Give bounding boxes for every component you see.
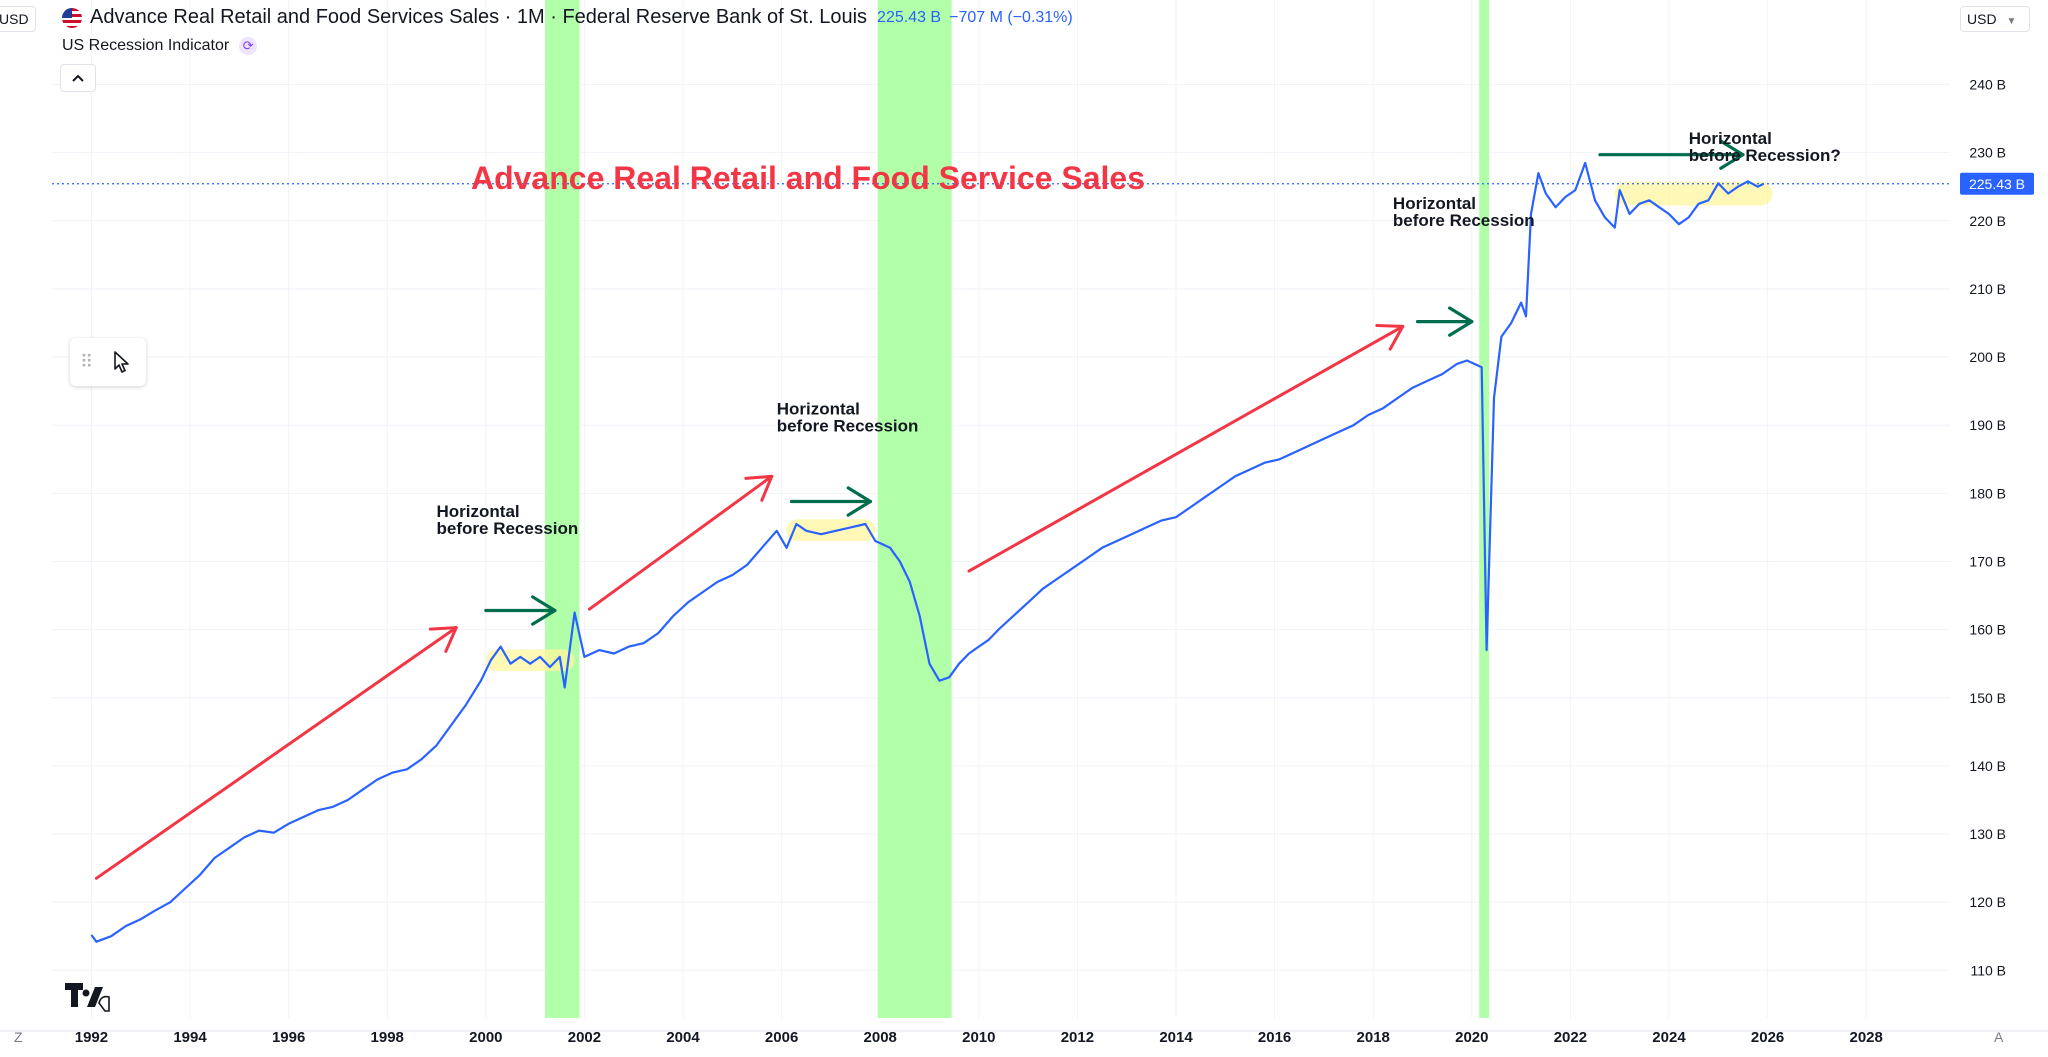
currency-button-right[interactable]: USD ▼ [1960,6,2030,32]
annotation-line: Horizontal [437,502,520,521]
x-tick-label: 1994 [173,1029,207,1046]
red-arrow-shaft [587,474,774,611]
highlight-zone [1614,181,1773,206]
x-tick-label: 2006 [765,1029,798,1046]
x-tick-label: 1996 [272,1029,305,1046]
x-tick-label: 2028 [1850,1029,1883,1046]
legend-main[interactable]: Advance Real Retail and Food Services Sa… [62,6,1073,29]
arrows [94,139,1745,880]
indicator-name: US Recession Indicator [62,37,230,54]
chevron-down-icon: ▼ [2006,16,2017,27]
green-arrow-head [846,486,872,517]
red-arrow [967,323,1405,573]
red-arrow [587,474,774,611]
x-tick-label: 2014 [1159,1029,1193,1046]
y-tick-label: 170 B [1969,553,2006,569]
y-tick-label: 220 B [1969,213,2006,229]
corner-label-right[interactable]: A [1994,1029,2004,1045]
y-axis: 110 B 120 B 130 B 140 B 150 B 160 B 170 B 180 B… [1969,77,2006,979]
currency-label: USD [0,11,29,27]
corner-label-left[interactable]: Z [14,1029,23,1045]
annotation-line: before Recession [1393,211,1535,230]
drag-handle-icon[interactable]: ⠿ [80,352,94,372]
x-tick-label: 2002 [568,1029,601,1046]
annotation-line: before Recession? [1689,146,1841,165]
green-arrow [789,486,872,517]
y-tick-label: 240 B [1969,77,2006,93]
last-value: 225.43 B [877,8,942,26]
chevron-up-icon [72,74,84,82]
x-tick-label: 2012 [1061,1029,1094,1046]
x-tick-label: 2016 [1258,1029,1291,1046]
y-tick-label: 130 B [1969,826,2006,842]
annotation-line: Horizontal [1689,129,1772,148]
refresh-icon[interactable]: ⟳ [239,37,258,55]
series-line [90,161,1765,943]
legend-indicator[interactable]: US Recession Indicator ⟳ [62,37,258,55]
collapse-legend-button[interactable] [60,64,96,92]
red-arrow-shaft [94,626,458,880]
highlight-zone [786,519,876,542]
y-tick-label: 120 B [1969,894,2006,910]
red-arrow-head [1375,323,1405,351]
green-arrow [484,595,557,626]
x-tick-label: 2004 [666,1029,700,1046]
red-arrow-head [744,474,774,502]
x-tick-label: 1992 [75,1029,108,1046]
green-arrow [1415,306,1474,337]
x-tick-label: 2026 [1751,1029,1784,1046]
current-price-tag: 225.43 B [1960,172,2034,195]
symbol-title: Advance Real Retail and Food Services Sa… [90,6,868,28]
annotation-line: Horizontal [1393,194,1476,213]
recession-band [877,0,952,1018]
grid [52,0,1950,1018]
cursor-icon[interactable] [111,350,133,374]
annotation-text: Horizontal before Recession [437,502,579,538]
us-flag-icon [62,7,82,28]
x-tick-label: 2000 [469,1029,502,1046]
chart-title: Advance Real Retail and Food Service Sal… [471,160,1145,196]
y-tick-label: 150 B [1969,690,2006,706]
red-arrow [94,626,458,880]
annotation-text: Horizontal before Recession [1393,194,1535,230]
highlight-zones [485,181,1773,672]
tradingview-logo [65,983,110,1012]
y-tick-label: 110 B [1970,962,2006,978]
x-tick-label: 2022 [1554,1029,1587,1046]
y-tick-label: 230 B [1969,145,2006,161]
x-tick-label: 2024 [1652,1029,1686,1046]
green-arrow-head [1719,139,1745,170]
currency-label: USD [1967,11,1997,27]
y-tick-label: 200 B [1969,349,2006,365]
x-tick-label: 2010 [962,1029,995,1046]
y-tick-label: 180 B [1969,485,2006,501]
red-arrow-shaft [967,324,1405,573]
red-arrow-head [428,626,458,653]
annotation-line: before Recession [777,416,919,435]
currency-button-left[interactable]: USD [0,6,36,32]
recession-band [544,0,580,1018]
change-value: −707 M (−0.31%) [949,8,1073,26]
x-axis: 1992 1994 1996 1998 2000 2002 2004 2006 2008 2010… [75,1029,1883,1046]
y-tick-label: 210 B [1969,281,2006,297]
x-tick-label: 2020 [1455,1029,1488,1046]
y-tick-label: 190 B [1969,417,2006,433]
green-arrow-head [531,595,557,626]
y-tick-label: 160 B [1969,622,2006,638]
x-tick-label: 1998 [371,1029,404,1046]
annotation-line: Horizontal [777,399,860,418]
annotation-text: Horizontal before Recession? [1689,129,1841,165]
green-arrow [1598,139,1745,170]
floating-toolbar[interactable]: ⠿ [70,338,146,386]
annotation-text: Horizontal before Recession [777,399,919,435]
x-tick-label: 2018 [1357,1029,1390,1046]
current-price-label: 225.43 B [1969,176,2025,192]
annotation-line: before Recession [437,519,579,538]
y-tick-label: 140 B [1969,758,2006,774]
green-arrow-head [1448,306,1474,337]
x-tick-label: 2008 [864,1029,897,1046]
